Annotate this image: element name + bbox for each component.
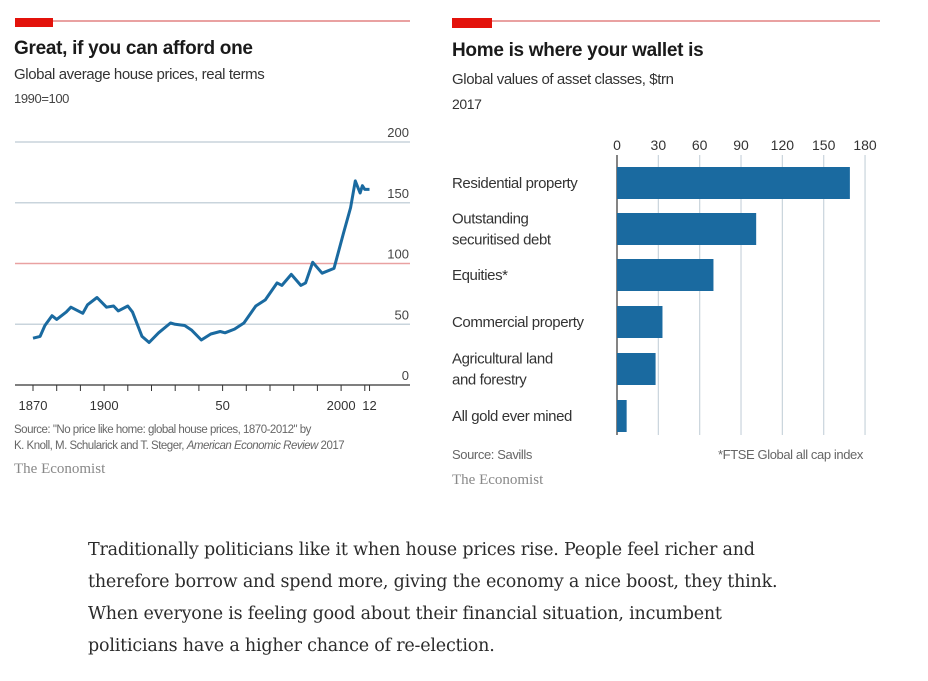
right-top-rule <box>452 20 880 22</box>
source-year: 2017 <box>317 440 345 452</box>
right-red-tag <box>452 18 492 28</box>
right-chart-subtitle: Global values of asset classes, $trn <box>452 71 674 88</box>
x-tick-label: 150 <box>812 137 836 153</box>
x-tick-label: 90 <box>733 137 749 153</box>
x-tick-label: 60 <box>692 137 708 153</box>
article-line: Traditionally politicians like it when h… <box>88 540 755 560</box>
article-paragraph: Traditionally politicians like it when h… <box>88 534 778 662</box>
left-top-rule <box>15 20 410 22</box>
right-chart-title: Home is where your wallet is <box>452 40 704 61</box>
y-tick-label: 50 <box>395 307 409 322</box>
x-tick-label: 120 <box>771 137 795 153</box>
line-chart: 0 50 100 150 200 1870 1900 50 2000 12 <box>15 125 410 413</box>
bar-0 <box>617 167 850 199</box>
x-tick-label: 30 <box>651 137 667 153</box>
left-red-tag <box>15 18 53 27</box>
right-footnote: *FTSE Global all cap index <box>718 447 863 462</box>
x-tick-label: 0 <box>613 137 621 153</box>
x-tick-label: 2000 <box>327 398 356 413</box>
y-tick-label: 100 <box>387 247 409 262</box>
left-source-line2: K. Knoll, M. Schularick and T. Steger, A… <box>14 438 345 454</box>
left-source-line1: Source: "No price like home: global hous… <box>14 424 311 436</box>
category-label: and forestry <box>452 372 527 389</box>
bar-3 <box>617 306 663 338</box>
bar-5 <box>617 400 627 432</box>
right-brand-logo: The Economist <box>452 472 544 488</box>
category-label: Equities* <box>452 267 508 284</box>
x-tick-label: 12 <box>362 398 376 413</box>
article-line: therefore borrow and spend more, giving … <box>88 572 778 592</box>
category-label: Agricultural land <box>452 351 553 368</box>
y-tick-label: 150 <box>387 186 409 201</box>
left-source: Source: "No price like home: global hous… <box>14 422 345 454</box>
article-line: When everyone is feeling good about thei… <box>88 604 722 624</box>
house-price-line <box>32 179 370 344</box>
bar-2 <box>617 259 714 291</box>
right-chart-note: 2017 <box>452 96 482 112</box>
x-tick-label: 1900 <box>90 398 119 413</box>
category-label: Residential property <box>452 175 578 192</box>
category-label: All gold ever mined <box>452 408 572 425</box>
y-tick-label: 0 <box>402 368 409 383</box>
left-chart-title: Great, if you can afford one <box>14 38 253 59</box>
category-label: Outstanding <box>452 211 529 228</box>
bar-chart: 0 30 60 90 120 150 180 Residential property Outs… <box>452 137 877 435</box>
x-tick-label: 180 <box>853 137 877 153</box>
right-source: Source: Savills <box>452 447 532 462</box>
category-label: Commercial property <box>452 314 585 331</box>
category-label: securitised debt <box>452 232 552 249</box>
y-tick-label: 200 <box>387 125 409 140</box>
x-tick-label: 50 <box>215 398 229 413</box>
left-chart-note: 1990=100 <box>14 91 70 106</box>
bar-4 <box>617 353 656 385</box>
left-chart-subtitle: Global average house prices, real terms <box>14 66 265 83</box>
left-brand-logo: The Economist <box>14 461 106 477</box>
x-tick-label: 1870 <box>19 398 48 413</box>
article-line: politicians have a higher chance of re-e… <box>88 636 495 656</box>
bar-1 <box>617 213 757 245</box>
source-journal: American Economic Review <box>186 440 319 452</box>
source-authors: K. Knoll, M. Schularick and T. Steger, <box>14 440 187 452</box>
